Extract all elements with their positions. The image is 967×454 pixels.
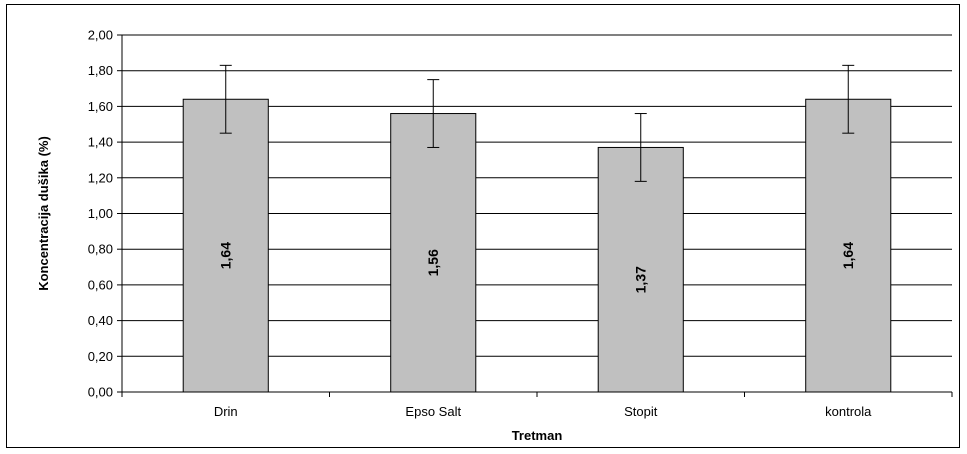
x-tick-label: kontrola xyxy=(825,404,872,419)
y-tick-label: 0,40 xyxy=(88,313,113,328)
data-label: 1,37 xyxy=(633,266,649,293)
data-label: 1,64 xyxy=(218,242,234,269)
bar xyxy=(597,146,684,393)
y-tick-label: 0,00 xyxy=(88,385,113,400)
y-tick-label: 1,40 xyxy=(88,135,113,150)
bars xyxy=(182,98,892,393)
y-tick-label: 1,00 xyxy=(88,206,113,221)
y-tick-label: 1,60 xyxy=(88,99,113,114)
data-labels: 1,64 1,56 1,37 1,64 xyxy=(218,242,857,294)
y-axis-title: Koncentracija dušika (%) xyxy=(36,136,51,291)
x-tick-labels: Drin Epso Salt Stopit kontrola xyxy=(214,404,872,419)
y-tick-labels: 0,00 0,20 0,40 0,60 0,80 1,00 1,20 1,40 1,60 1,80… xyxy=(88,28,113,400)
y-tick-label: 2,00 xyxy=(88,28,113,43)
x-tick-label: Drin xyxy=(214,404,238,419)
x-tick-label: Epso Salt xyxy=(405,404,461,419)
chart-frame xyxy=(6,4,960,448)
bar xyxy=(182,98,269,393)
error-bars xyxy=(219,64,855,182)
x-tick-label: Stopit xyxy=(624,404,658,419)
data-label: 1,64 xyxy=(840,242,856,269)
y-tick-label: 1,20 xyxy=(88,170,113,185)
data-label: 1,56 xyxy=(425,249,441,276)
y-tick-label: 0,80 xyxy=(88,242,113,257)
y-tick-label: 0,60 xyxy=(88,277,113,292)
axes xyxy=(117,34,953,397)
x-axis-title: Tretman xyxy=(512,428,563,443)
bar xyxy=(805,98,892,393)
y-tick-label: 0,20 xyxy=(88,349,113,364)
y-tick-label: 1,80 xyxy=(88,63,113,78)
